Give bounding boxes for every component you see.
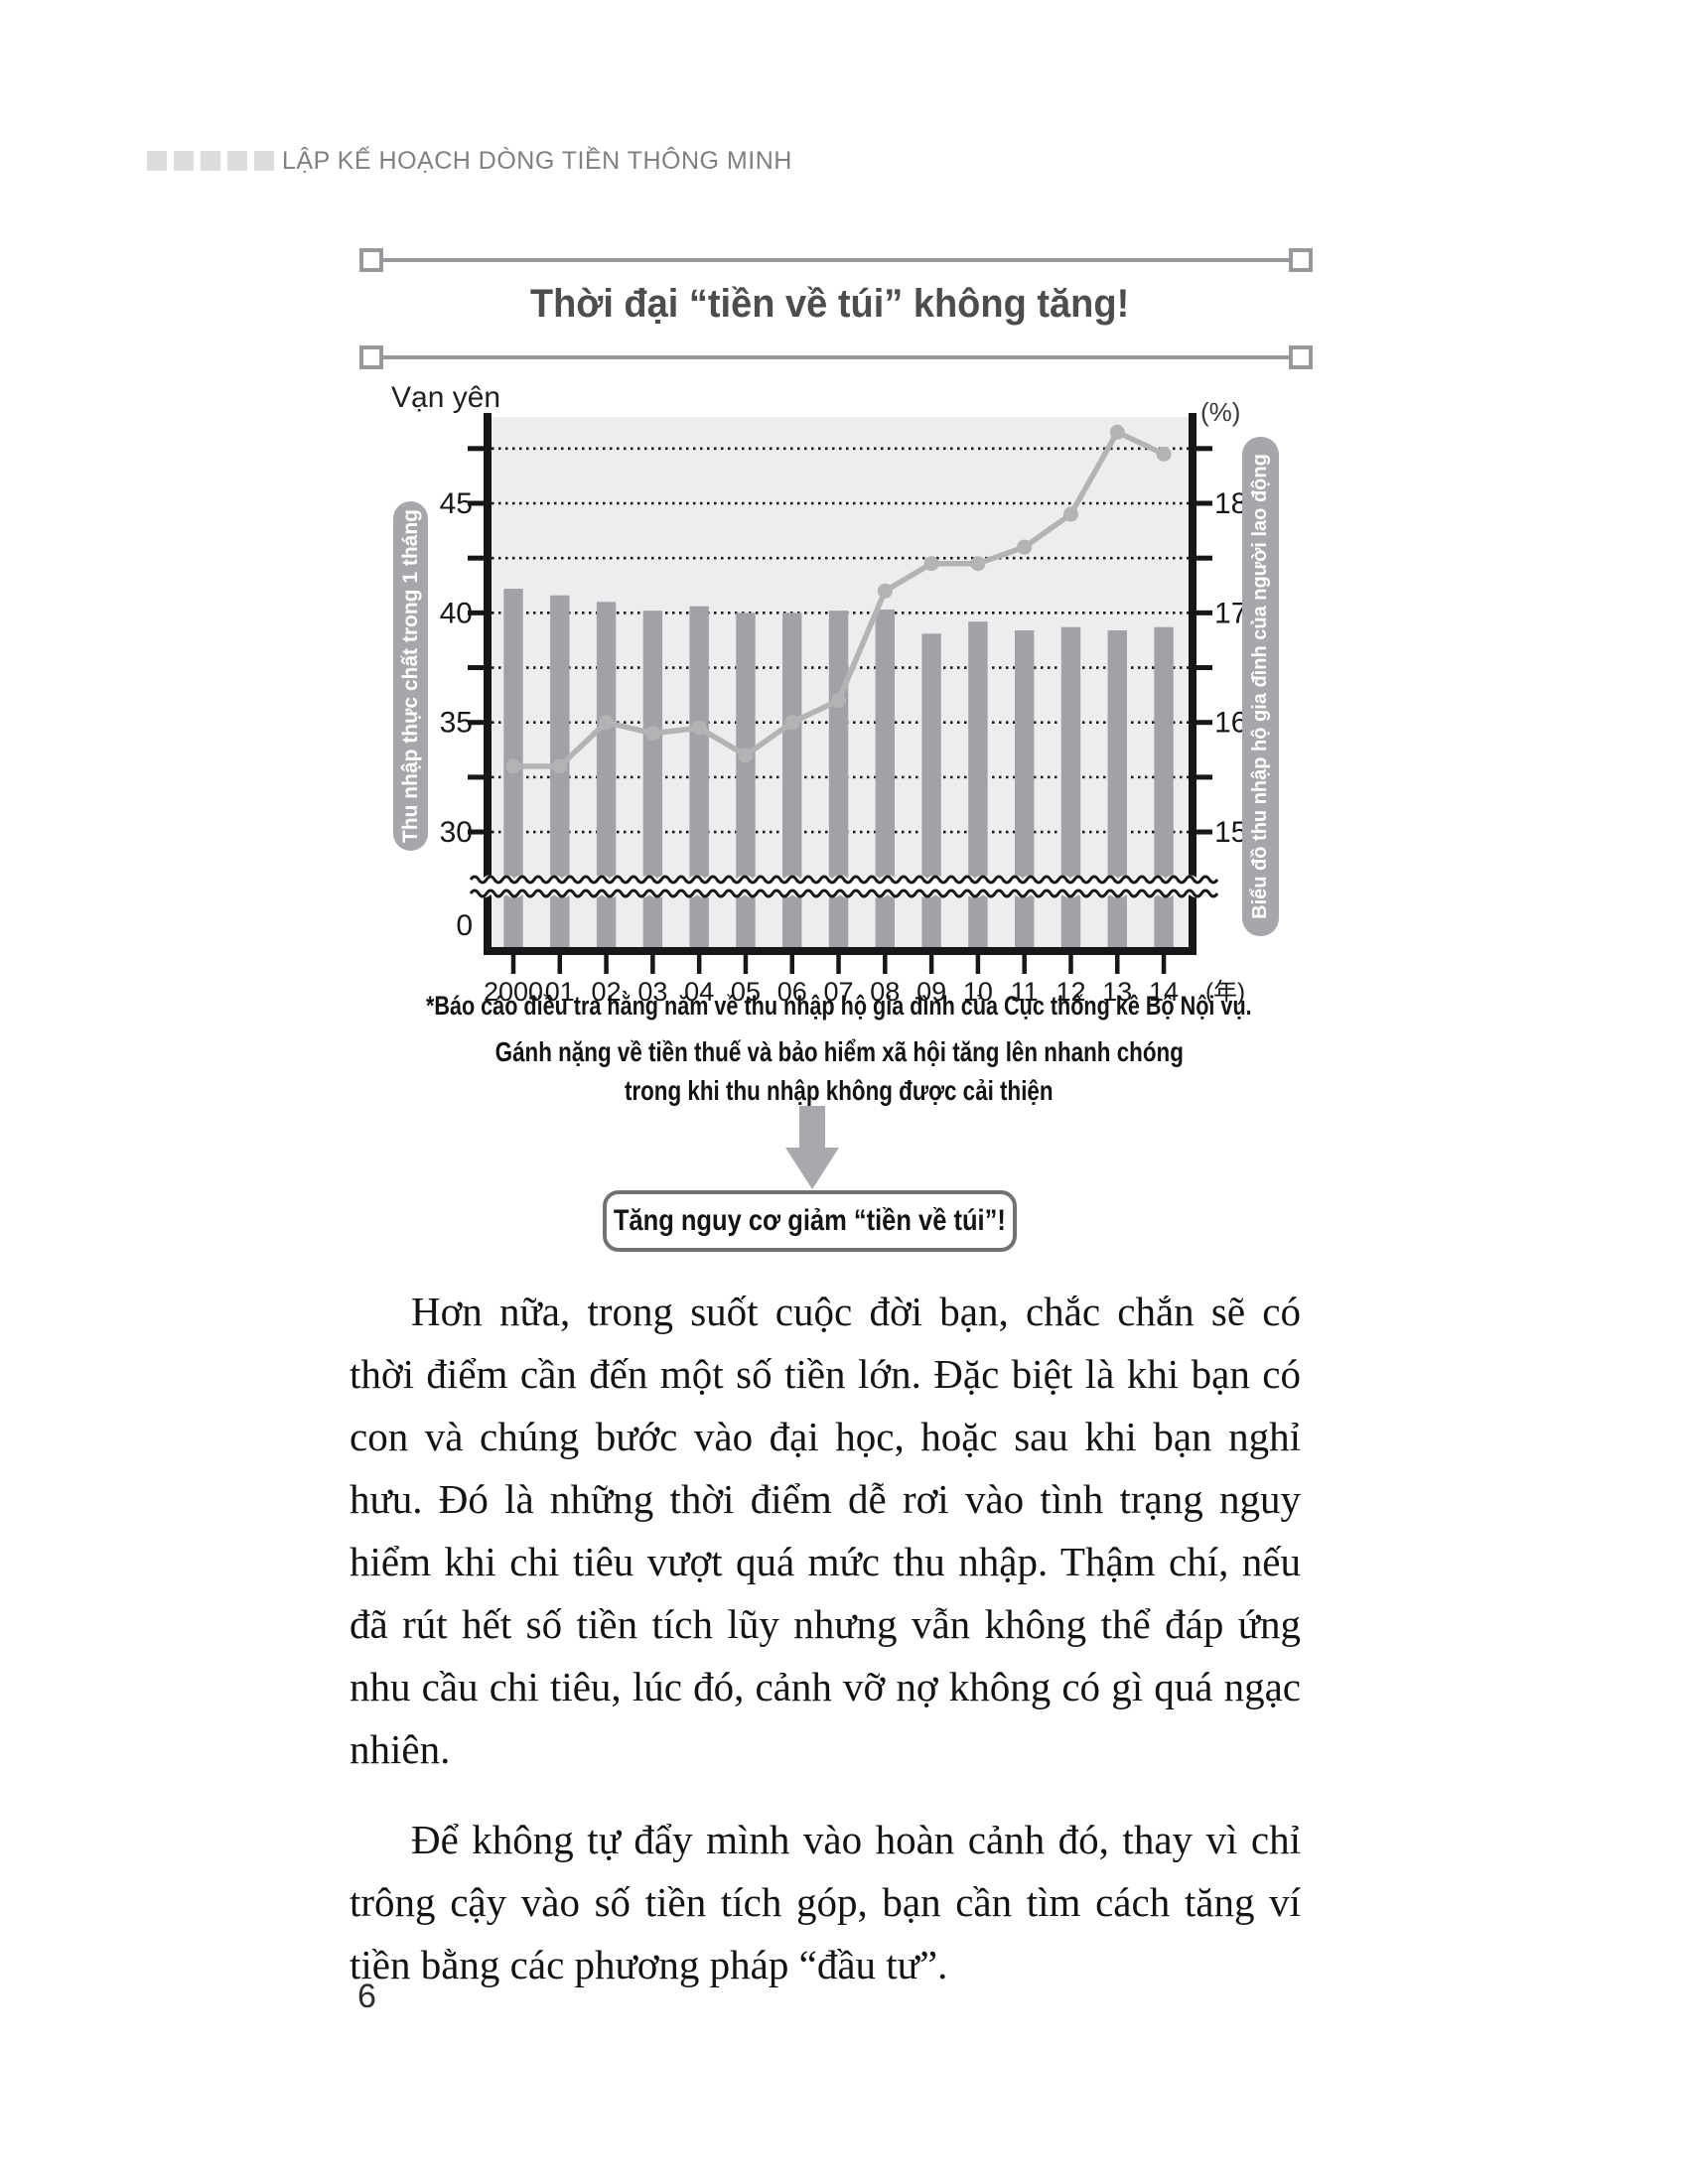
title-rule-end-square-icon	[359, 248, 383, 272]
svg-text:35: 35	[440, 707, 473, 740]
svg-text:16: 16	[1214, 707, 1247, 740]
title-rule-end-square-icon	[1289, 248, 1313, 272]
svg-text:10: 10	[963, 977, 993, 1007]
chart-caption-line-2: trong khi thu nhập không được cải thiện	[625, 1075, 1054, 1106]
header-square-icon	[174, 151, 194, 171]
chart-caption-line-1: Gánh nặng về tiền thuế và bảo hiểm xã hộ…	[494, 1036, 1184, 1067]
svg-text:08: 08	[870, 977, 900, 1007]
left-series-name: Thu nhập thực chất trong 1 tháng	[399, 508, 422, 844]
svg-text:03: 03	[637, 977, 667, 1007]
svg-text:07: 07	[824, 977, 854, 1007]
svg-text:02: 02	[592, 977, 622, 1007]
svg-text:05: 05	[731, 977, 761, 1007]
income-combo-chart: 2000 01 02 03 04 05 06 07 08 09 10 11 12 13 14 (年) 45 40 3…	[367, 377, 1321, 1023]
body-paragraph: Hơn nữa, trong suốt cuộc đời bạn, chắc c…	[350, 1289, 1301, 1772]
conclusion-text: Tăng nguy cơ giảm “tiền về túi”!	[613, 1204, 1007, 1237]
svg-text:(年): (年)	[1205, 979, 1245, 1006]
header-square-icon	[254, 151, 274, 171]
svg-text:30: 30	[440, 816, 473, 849]
svg-text:17: 17	[1214, 597, 1247, 629]
svg-text:40: 40	[440, 597, 473, 629]
left-axis-unit-label: Vạn yên	[391, 381, 501, 414]
svg-text:06: 06	[777, 977, 807, 1007]
header-square-icon	[227, 151, 247, 171]
title-rule-top	[371, 258, 1289, 262]
svg-text:2000: 2000	[484, 977, 543, 1007]
down-arrow-icon	[799, 1106, 825, 1150]
svg-text:11: 11	[1011, 977, 1039, 1007]
down-arrow-icon	[785, 1148, 839, 1189]
conclusion-callout-box: Tăng nguy cơ giảm “tiền về túi”!	[603, 1190, 1017, 1252]
left-series-pill-label: Thu nhập thực chất trong 1 tháng	[393, 501, 428, 851]
body-paragraph: Để không tự đẩy mình vào hoàn cảnh đó, t…	[350, 1817, 1301, 1987]
chart-source-footnote: *Báo cáo điều tra hằng năm về thu nhập h…	[426, 991, 1252, 1021]
chart-plot-area: 2000 01 02 03 04 05 06 07 08 09 10 11 12 13 14 (年) 45 40 3…	[440, 413, 1247, 1007]
svg-text:18: 18	[1214, 487, 1247, 520]
svg-text:15: 15	[1214, 816, 1247, 849]
svg-text:12: 12	[1055, 977, 1085, 1007]
title-rule-end-square-icon	[1289, 345, 1313, 369]
svg-text:04: 04	[684, 977, 714, 1007]
figure-title: Thời đại “tiền về túi” không tăng!	[530, 282, 1130, 326]
running-header-title: LẬP KẾ HOẠCH DÒNG TIỀN THÔNG MINH	[282, 147, 792, 175]
svg-text:09: 09	[916, 977, 946, 1007]
header-square-icon	[201, 151, 220, 171]
svg-text:45: 45	[440, 487, 473, 520]
right-series-name: Biểu đồ thu nhập hộ gia đình của người l…	[1249, 454, 1271, 919]
right-series-pill-label: Biểu đồ thu nhập hộ gia đình của người l…	[1242, 437, 1279, 936]
header-square-icon	[147, 151, 167, 171]
page-number: 6	[357, 1978, 376, 2015]
svg-text:01: 01	[545, 977, 575, 1007]
body-text-block: Hơn nữa, trong suốt cuộc đời bạn, chắc c…	[350, 1281, 1301, 1996]
svg-text:0: 0	[456, 909, 473, 942]
title-rule-bottom	[371, 355, 1289, 359]
title-rule-end-square-icon	[359, 345, 383, 369]
svg-text:13: 13	[1102, 977, 1132, 1007]
right-axis-unit-label: (%)	[1200, 397, 1241, 427]
svg-text:14: 14	[1149, 977, 1179, 1007]
